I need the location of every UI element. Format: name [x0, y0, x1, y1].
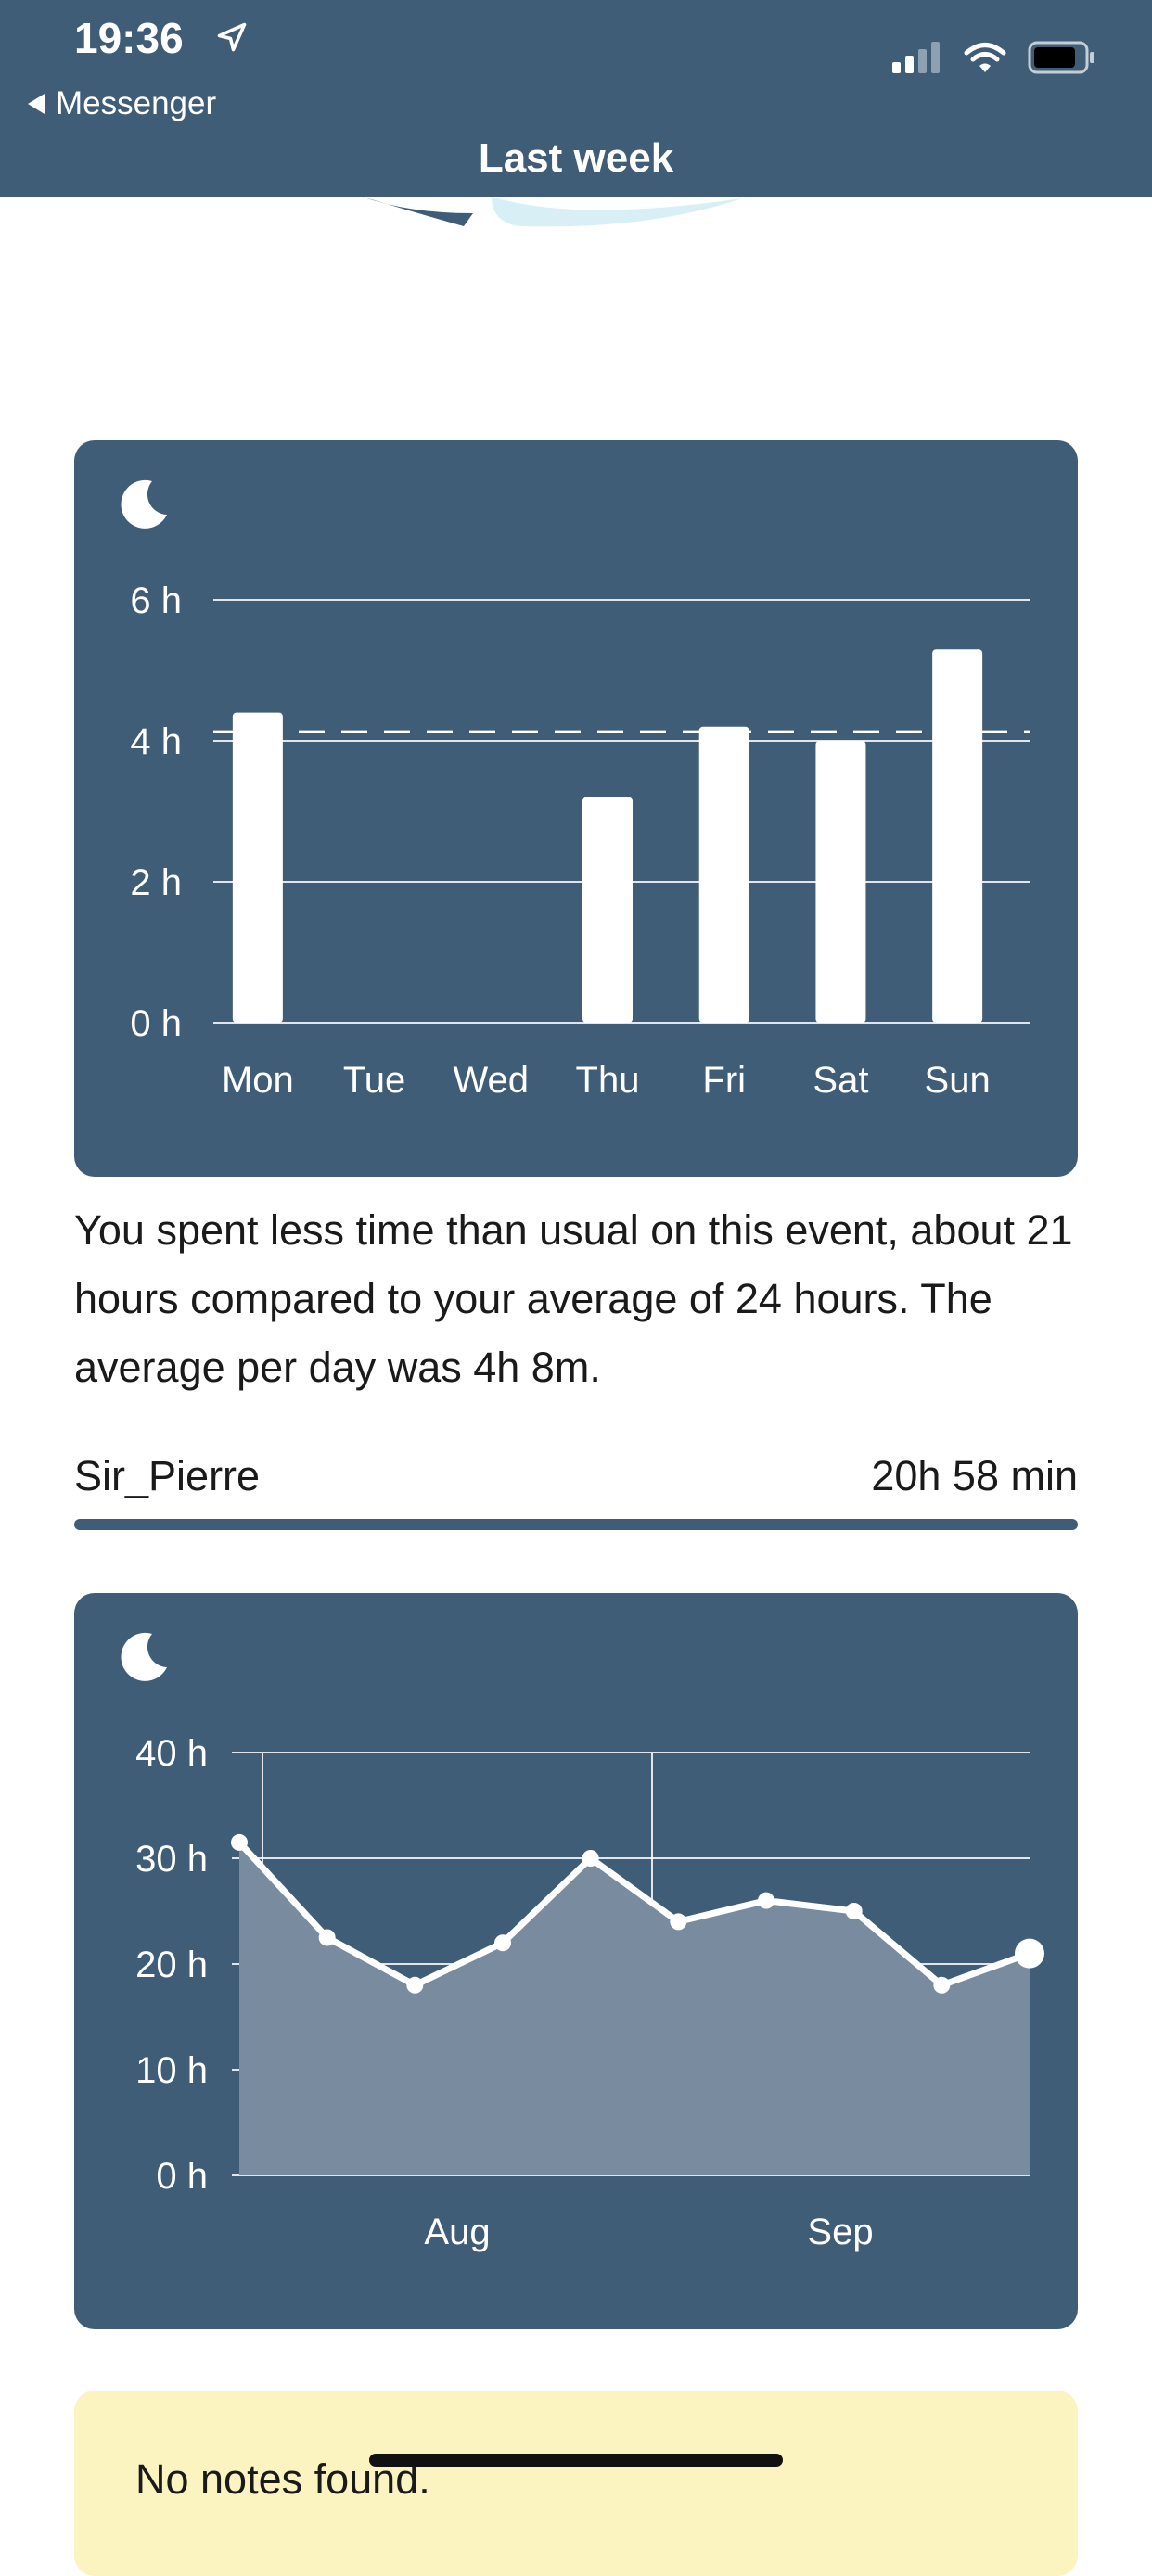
area-fill	[239, 1842, 1030, 2175]
data-point	[582, 1850, 599, 1867]
bar	[815, 741, 866, 1023]
moon-icon	[121, 479, 167, 529]
y-tick-label: 0 h	[156, 2156, 208, 2197]
nav-header: 19:36 Messenger Last week	[0, 0, 1152, 197]
x-tick-label: Fri	[702, 1060, 746, 1101]
data-point	[933, 1976, 951, 1994]
data-point	[670, 1913, 687, 1931]
back-to-messenger-button[interactable]: Messenger	[28, 85, 216, 122]
data-point	[758, 1892, 774, 1909]
person-row[interactable]: Sir_Pierre 20h 58 min	[74, 1452, 1078, 1500]
data-point	[1015, 1938, 1044, 1969]
x-tick-label: Thu	[576, 1060, 640, 1101]
x-tick-label: Aug	[424, 2212, 490, 2252]
person-duration: 20h 58 min	[871, 1452, 1078, 1499]
notes-card: No notes found.	[74, 2391, 1078, 2576]
battery-icon	[1028, 41, 1094, 74]
wifi-icon	[964, 43, 1006, 72]
y-tick-label: 40 h	[135, 1733, 208, 1774]
home-indicator[interactable]	[369, 2454, 783, 2467]
x-tick-label: Mon	[222, 1060, 294, 1101]
location-arrow-icon	[217, 22, 247, 52]
back-label: Messenger	[56, 85, 217, 121]
hero-illustration	[362, 197, 742, 227]
person-name: Sir_Pierre	[74, 1452, 261, 1499]
y-tick-label: 0 h	[130, 1003, 182, 1044]
bar	[232, 712, 283, 1023]
x-tick-label: Wed	[454, 1060, 530, 1101]
y-tick-label: 4 h	[130, 721, 182, 762]
y-tick-label: 30 h	[135, 1839, 208, 1880]
bar	[582, 797, 633, 1023]
x-tick-label: Sat	[813, 1060, 868, 1101]
y-tick-label: 6 h	[130, 580, 182, 621]
status-time: 19:36	[74, 14, 184, 62]
weekly-bar-chart: 0 h 2 h 4 h 6 h Mon Tue Wed Thu Fri Sat Sun	[130, 580, 1030, 1101]
data-point	[231, 1833, 248, 1851]
summary-text: You spent less time than usual on this e…	[74, 1206, 1073, 1391]
moon-icon	[121, 1632, 167, 1681]
bar	[932, 649, 983, 1023]
data-point	[494, 1934, 511, 1952]
bar	[698, 726, 749, 1023]
y-tick-label: 10 h	[135, 2050, 208, 2091]
y-tick-label: 20 h	[135, 1945, 208, 1985]
trend-area-chart: 0 h 10 h 20 h 30 h 40 h Aug Sep	[135, 1733, 1044, 2252]
trend-line	[237, 1840, 1031, 1989]
signal-icon	[892, 42, 940, 73]
x-tick-label: Sun	[925, 1060, 991, 1101]
status-icons	[892, 41, 1096, 74]
page-title: Last week	[478, 135, 674, 181]
data-point	[406, 1976, 424, 1994]
person-progress-bar	[74, 1519, 1078, 1530]
back-triangle-icon	[28, 94, 45, 114]
x-tick-label: Tue	[343, 1060, 405, 1101]
trend-chart-card: 0 h 10 h 20 h 30 h 40 h Aug Sep	[74, 1593, 1078, 2329]
x-tick-label: Sep	[807, 2212, 873, 2252]
data-point	[845, 1903, 863, 1919]
y-tick-label: 2 h	[130, 862, 182, 903]
weekly-chart-card: 0 h 2 h 4 h 6 h Mon Tue Wed Thu Fri Sat Sun	[74, 440, 1078, 1177]
data-point	[318, 1929, 336, 1946]
